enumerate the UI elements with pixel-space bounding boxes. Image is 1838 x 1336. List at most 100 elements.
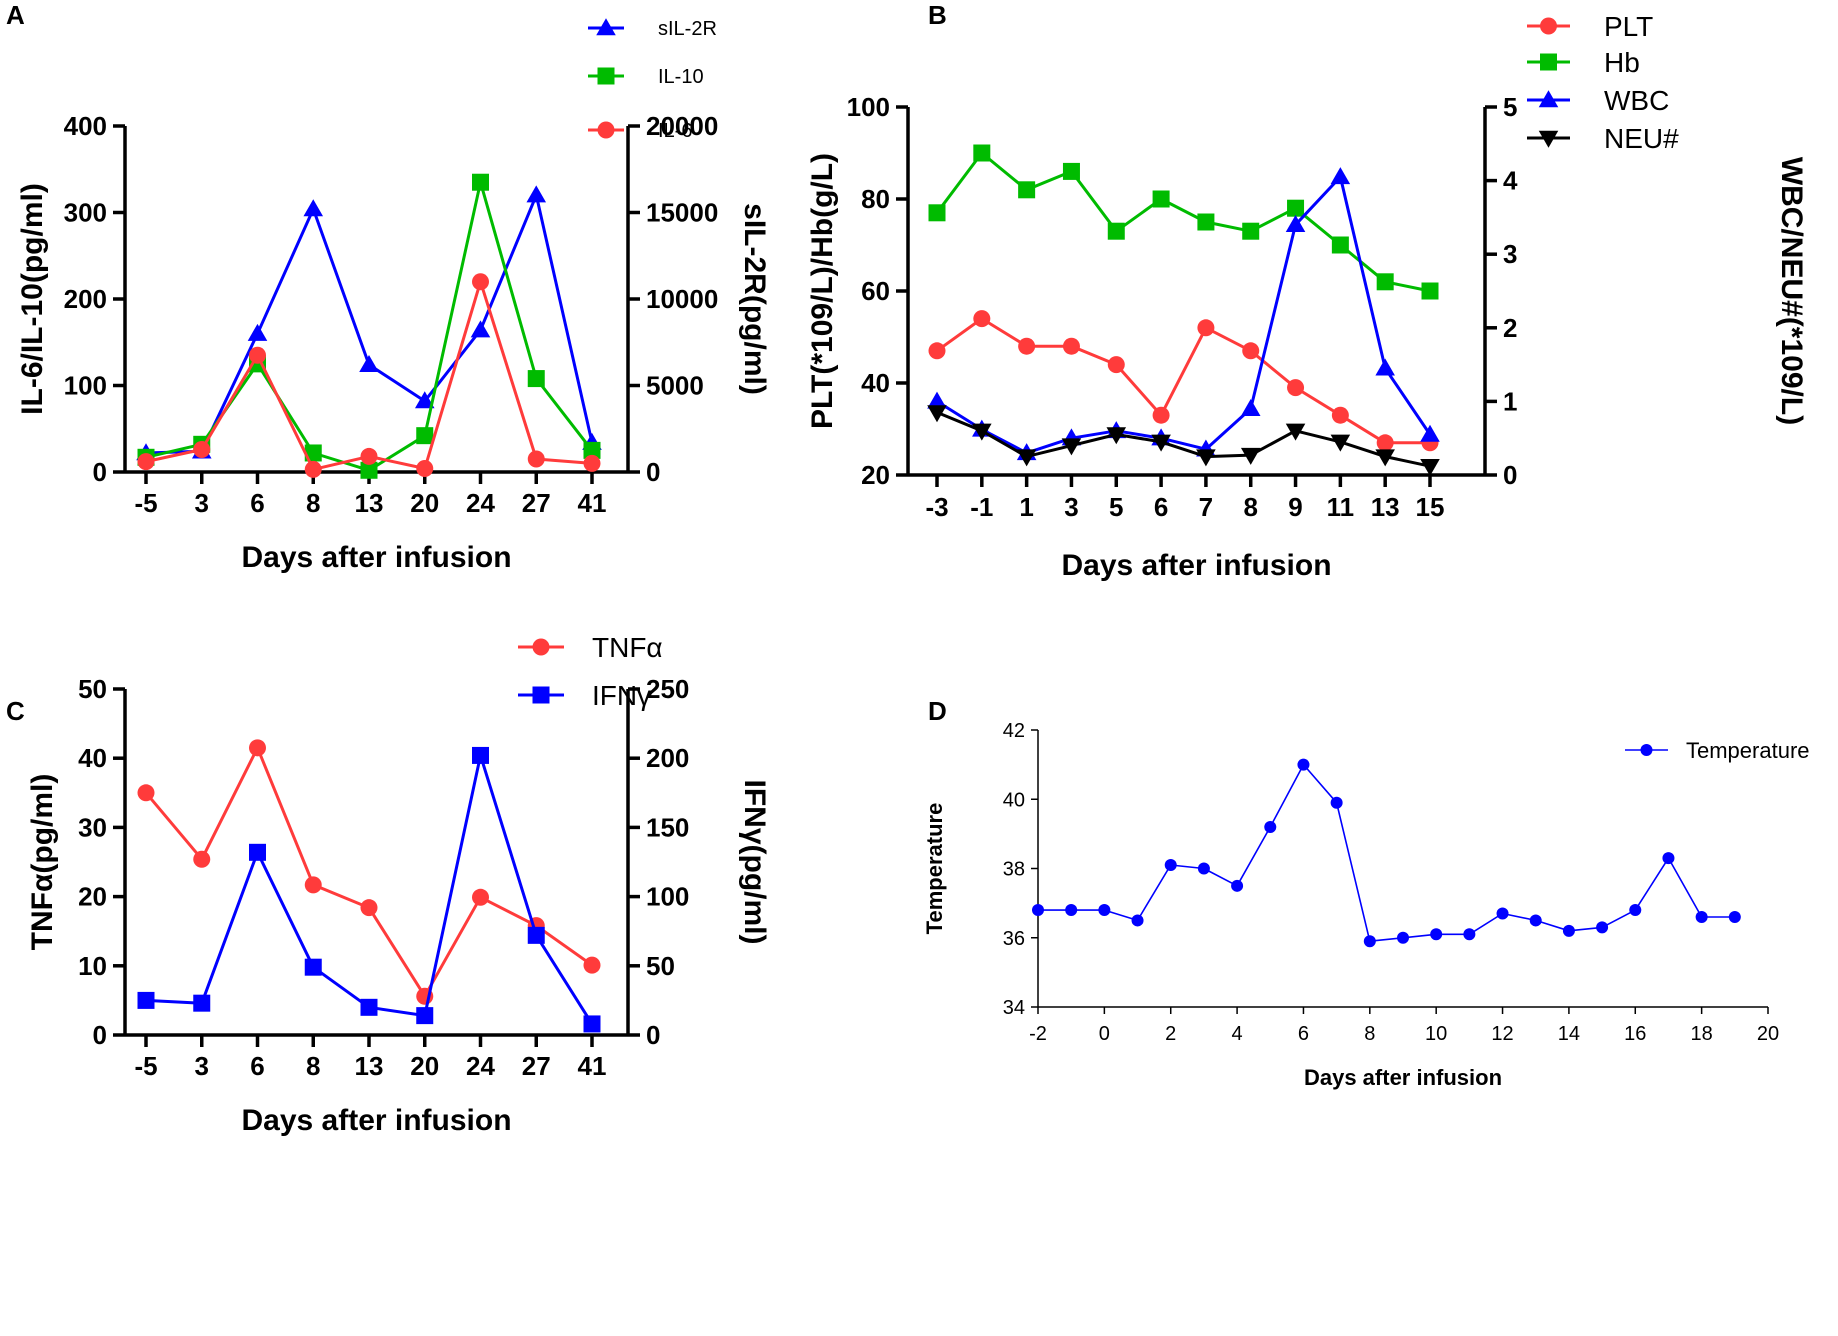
- panel-c-y-tick-label: 20: [78, 882, 107, 912]
- panel-d-x-tick-label: 4: [1232, 1023, 1243, 1045]
- panel-b-data-point-neu: [1375, 449, 1395, 467]
- panel-b-data-point-plt: [1062, 337, 1080, 355]
- panel-d-data-point-temperature: [1728, 910, 1741, 923]
- panel-c-y-right-tick-label: 250: [646, 674, 689, 704]
- panel-c-y-axis-right-title: IFNγ(pg/ml): [738, 780, 771, 945]
- panel-b-data-point-plt: [1242, 342, 1260, 360]
- panel-b-x-tick-label: 6: [1154, 492, 1168, 522]
- panel-b-y-right-tick-label: 0: [1503, 460, 1517, 490]
- panel-b-data-point-plt: [1197, 319, 1215, 337]
- panel-a-x-tick-label: 41: [578, 488, 607, 518]
- panel-c-x-tick-label: -5: [134, 1051, 157, 1081]
- panel-b-data-point-hb: [1421, 282, 1439, 300]
- panel-b-x-tick-label: 5: [1109, 492, 1123, 522]
- panel-c-data-point-tnf: [304, 876, 322, 894]
- panel-a-data-point-il-10: [583, 441, 601, 459]
- panel-b-legend-marker-plt: [1540, 17, 1557, 35]
- panel-d-x-tick-label: 12: [1491, 1023, 1513, 1045]
- panel-c-data-point-ifn: [193, 994, 211, 1012]
- panel-b-data-point-plt: [1152, 406, 1170, 424]
- panel-d-x-axis-title: Days after infusion: [1304, 1065, 1502, 1090]
- panel-b-data-point-hb: [1331, 236, 1349, 254]
- panel-b-data-point-neu: [1240, 447, 1261, 465]
- panel-a-x-tick-label: 13: [355, 488, 384, 518]
- panel-b-data-point-neu: [1106, 427, 1127, 445]
- panel-c-data-point-tnf: [360, 899, 378, 917]
- panel-b-y-right-tick-label: 4: [1503, 166, 1518, 196]
- panel-d-data-point-temperature: [1131, 914, 1144, 927]
- panel-d-y-tick-label: 42: [1003, 720, 1025, 742]
- panel-a-data-point-il-6: [137, 453, 155, 471]
- panel-b-data-point-wbc: [1375, 358, 1395, 376]
- panel-d-data-point-temperature: [1695, 910, 1708, 923]
- panel-b-data-point-hb: [1152, 190, 1170, 208]
- panel-c-data-point-tnf: [137, 784, 155, 802]
- panel-c-x-tick-label: 6: [250, 1051, 264, 1081]
- panel-a-data-point-il-6: [249, 346, 266, 364]
- panel-a-x-tick-label: 27: [522, 488, 551, 518]
- panel-c-legend-label-tnf: TNFα: [592, 632, 663, 663]
- panel-b-legend-label-wbc: WBC: [1604, 85, 1669, 116]
- panel-a-legend-marker-il-10: [597, 67, 615, 85]
- panel-a-data-point-sil-2r: [247, 323, 268, 341]
- panel-d-legend-label-temperature: Temperature: [1686, 738, 1810, 763]
- panel-a-x-tick-label: 3: [195, 488, 209, 518]
- panel-c-x-tick-label: 8: [306, 1051, 320, 1081]
- panel-a-y-right-tick-label: 15000: [646, 198, 718, 228]
- panel-d-data-point-temperature: [1231, 879, 1244, 892]
- panel-d-x-tick-label: 2: [1165, 1023, 1176, 1045]
- panel-b-data-point-neu: [1151, 434, 1171, 452]
- panel-b-y-tick-label: 40: [861, 368, 890, 398]
- panel-b-data-point-plt: [1287, 379, 1305, 397]
- panel-b-data-point-hb: [1287, 199, 1305, 217]
- panel-c-y-tick-label: 50: [78, 674, 107, 704]
- panel-a-y-tick-label: 300: [64, 198, 107, 228]
- panel-b-data-point-plt: [1376, 434, 1394, 452]
- panel-d-y-tick-label: 38: [1003, 859, 1025, 881]
- panel-a-data-point-sil-2r: [359, 354, 379, 372]
- panel-b-legend-label-plt: PLT: [1604, 11, 1653, 42]
- panel-c-data-point-ifn: [472, 746, 489, 764]
- panel-a-legend-marker-il-6: [597, 121, 615, 139]
- panel-a-x-tick-label: 8: [306, 488, 320, 518]
- panel-b-x-tick-label: -1: [970, 492, 993, 522]
- panel-a-y-right-tick-label: 10000: [646, 284, 718, 314]
- panel-a-y-axis-title: IL-6/IL-10(pg/ml): [16, 183, 49, 415]
- panel-letter-b: B: [928, 0, 947, 30]
- panel-a-data-point-sil-2r: [303, 199, 324, 217]
- panel-b-y-tick-label: 100: [847, 92, 890, 122]
- panel-c-y-right-tick-label: 100: [646, 882, 689, 912]
- panel-b-data-point-wbc: [927, 391, 947, 409]
- panel-d-x-tick-label: 8: [1364, 1023, 1375, 1045]
- panel-a-y-right-tick-label: 20000: [646, 111, 718, 141]
- panel-b-x-tick-label: 11: [1327, 492, 1355, 522]
- panel-a-data-point-il-10: [360, 461, 378, 479]
- panel-a-x-tick-label: -5: [134, 488, 157, 518]
- panel-b-x-tick-label: 15: [1416, 492, 1445, 522]
- panel-a-data-point-il-10: [472, 173, 489, 191]
- panel-b-data-point-hb: [1062, 162, 1080, 180]
- panel-c-x-tick-label: 3: [195, 1051, 209, 1081]
- panel-letter-d: D: [928, 696, 947, 726]
- panel-b-legend-marker-neu: [1538, 130, 1559, 148]
- panel-d-x-tick-label: 18: [1691, 1023, 1713, 1045]
- panel-c-y-right-tick-label: 0: [646, 1020, 660, 1050]
- panel-b-data-point-hb: [1242, 222, 1260, 240]
- panel-b-y-right-tick-label: 5: [1503, 92, 1517, 122]
- panel-c-data-point-tnf: [472, 888, 489, 906]
- panel-d-y-axis-title: Temperature: [922, 803, 947, 935]
- panel-d-data-point-temperature: [1496, 907, 1509, 920]
- panel-a-data-point-il-6: [416, 460, 434, 478]
- panel-b-data-point-neu: [1061, 438, 1082, 456]
- panel-c-data-point-ifn: [416, 1007, 434, 1025]
- panel-b-y-axis-title: PLT(*109/L)/Hb(g/L): [806, 153, 839, 429]
- panel-a-x-tick-label: 6: [250, 488, 264, 518]
- panel-b-data-point-hb: [1197, 213, 1215, 231]
- panel-a-x-tick-label: 24: [466, 488, 495, 518]
- panel-b-data-point-wbc: [1285, 214, 1306, 232]
- panel-b-data-point-plt: [973, 310, 991, 328]
- panel-c-data-point-tnf: [249, 739, 266, 757]
- panel-letter-a: A: [6, 0, 25, 30]
- panel-d-series-line-temperature: [1038, 763, 1735, 943]
